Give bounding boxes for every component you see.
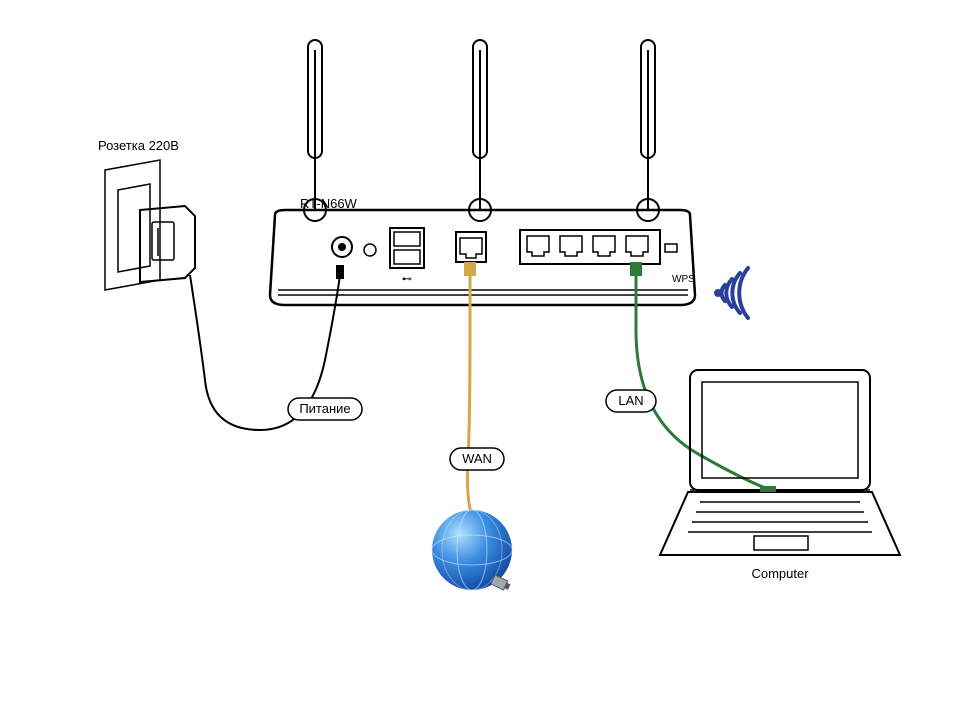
connection-diagram: Розетка 220В Питание [0,0,960,720]
power-cable-label: Питание [299,401,350,416]
globe-icon [432,510,512,592]
lan-plug-laptop-icon [760,486,776,492]
wifi-icon [714,268,748,318]
antenna-1 [304,40,326,221]
lan-cable [636,266,770,490]
usb-port-label: ⊷ [402,274,412,285]
power-label-pill: Питание [288,398,362,420]
wall-outlet: Розетка 220В [98,138,195,290]
wan-label-pill: WAN [450,448,504,470]
laptop-icon: Computer [660,370,900,581]
outlet-label: Розетка 220В [98,138,179,153]
wps-button-icon [665,244,677,252]
lan-ports-icon [520,230,660,264]
lan-label-pill: LAN [606,390,656,412]
wan-port-icon [456,232,486,262]
usb-ports-icon [390,228,424,268]
wan-cable [468,266,473,515]
wan-plug-icon [464,262,476,276]
power-plug-icon [336,265,344,279]
wan-cable-label: WAN [462,451,492,466]
lan-plug-router-icon [630,262,642,276]
antenna-2 [469,40,491,221]
wps-label: WPS [672,274,695,285]
lan-cable-label: LAN [618,393,643,408]
antenna-3 [637,40,659,221]
reset-button-icon [364,244,376,256]
computer-label: Computer [751,566,809,581]
